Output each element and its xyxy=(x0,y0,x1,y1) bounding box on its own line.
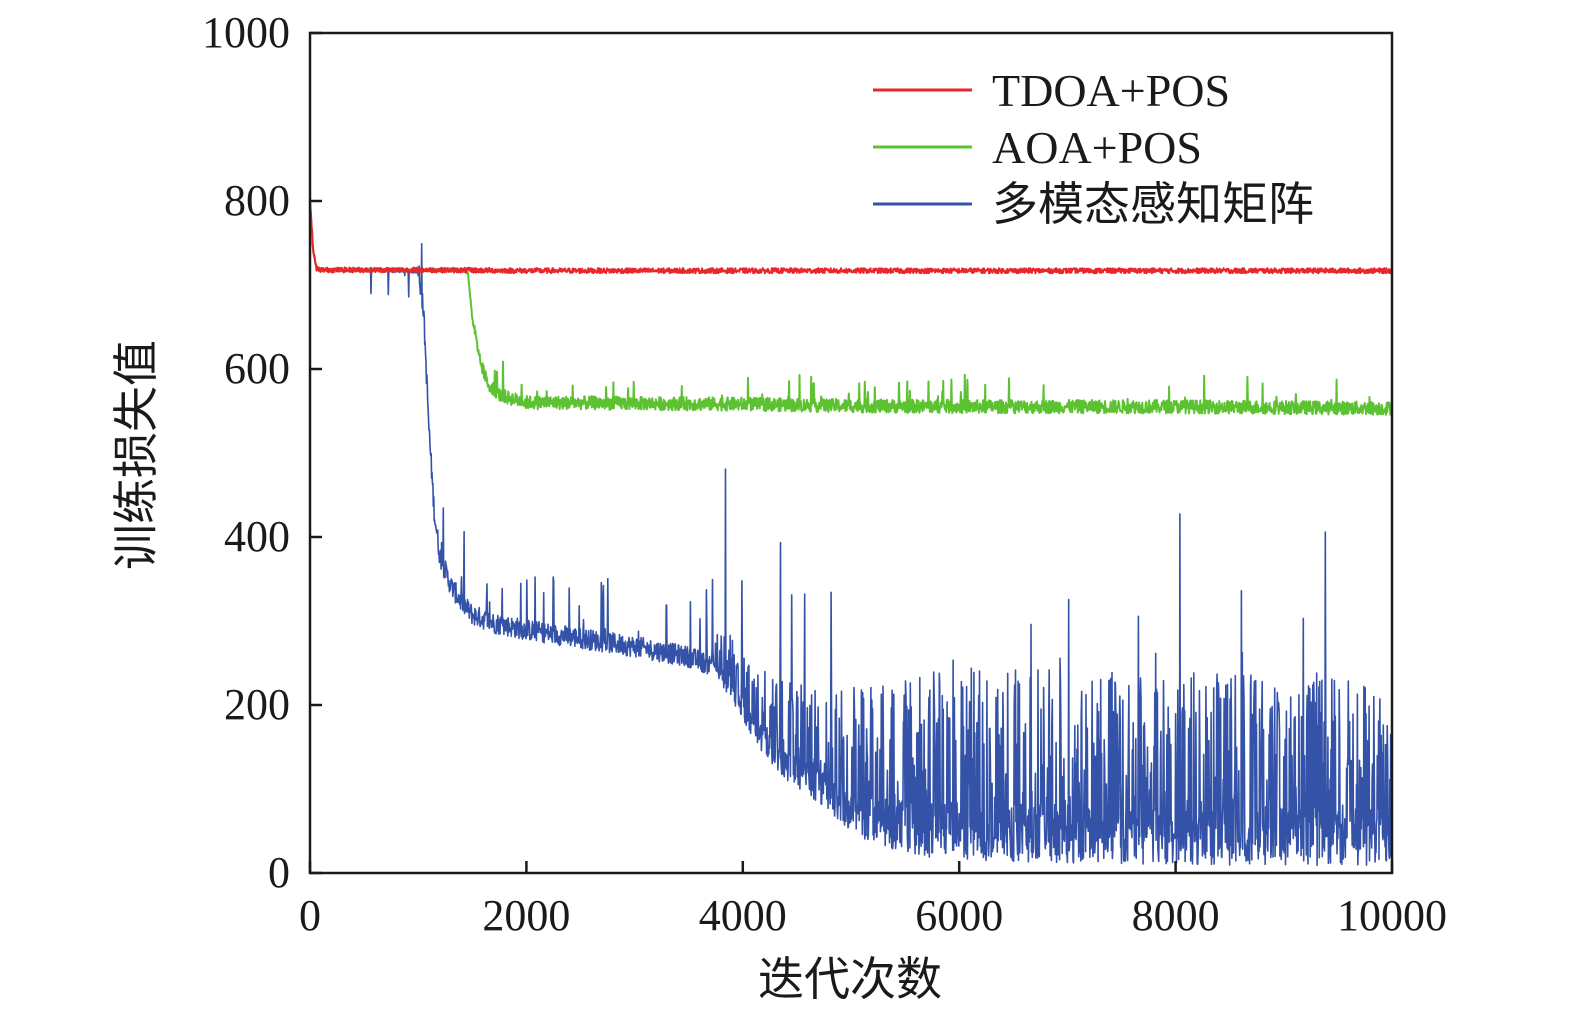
x-tick-label: 10000 xyxy=(1337,891,1447,940)
y-tick-label: 400 xyxy=(224,512,290,561)
x-tick-label: 4000 xyxy=(699,891,787,940)
x-tick-label: 0 xyxy=(299,891,321,940)
y-axis-label: 训练损失值 xyxy=(109,340,163,570)
y-tick-label: 800 xyxy=(224,176,290,225)
legend-label-2: 多模态感知矩阵 xyxy=(992,179,1314,230)
x-tick-label: 6000 xyxy=(915,891,1003,940)
legend-label-0: TDOA+POS xyxy=(992,65,1230,116)
legend-label-1: AOA+POS xyxy=(992,122,1202,173)
plot-series xyxy=(309,200,1393,866)
plot-frame xyxy=(308,31,1394,875)
x-axis-label: 迭代次数 xyxy=(758,952,942,1006)
y-tick-label: 0 xyxy=(268,848,290,897)
series-line-0 xyxy=(309,203,1393,275)
y-tick-label: 600 xyxy=(224,344,290,393)
y-tick-label: 200 xyxy=(224,680,290,729)
x-ticks: 0 2000 4000 6000 8000 10000 xyxy=(299,861,1447,940)
x-tick-label: 2000 xyxy=(482,891,570,940)
series-line-1 xyxy=(309,200,1393,416)
x-tick-label: 8000 xyxy=(1132,891,1220,940)
plot-border xyxy=(308,31,1394,875)
series-line-2 xyxy=(309,200,1393,866)
legend: TDOA+POS AOA+POS 多模态感知矩阵 xyxy=(873,65,1314,230)
y-ticks: 0 200 400 600 800 1000 xyxy=(202,8,322,897)
y-tick-label: 1000 xyxy=(202,8,290,57)
